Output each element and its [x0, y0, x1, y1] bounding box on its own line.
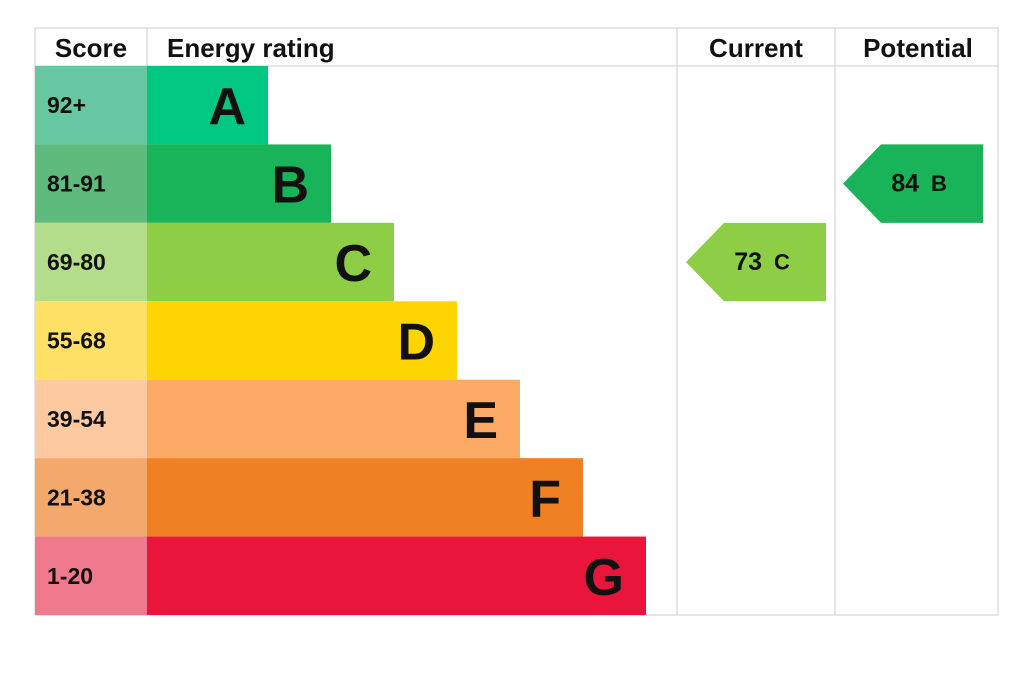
score-label: 39-54	[47, 406, 106, 432]
rating-letter: G	[584, 549, 624, 607]
rating-letter: D	[397, 314, 435, 372]
rating-bar	[147, 222, 394, 302]
current-letter: C	[774, 250, 790, 275]
score-label: 55-68	[47, 328, 106, 354]
score-label: 69-80	[47, 249, 106, 275]
rating-bar	[147, 301, 457, 380]
score-label: 92+	[47, 92, 86, 118]
rating-letter: C	[334, 235, 372, 293]
rating-letter: F	[529, 470, 561, 528]
rating-letter: A	[208, 78, 246, 136]
potential-value: 84	[891, 170, 919, 198]
score-cell	[35, 222, 147, 302]
score-label: 1-20	[47, 563, 93, 589]
rating-letter: B	[271, 157, 309, 215]
score-cell	[35, 144, 147, 223]
rating-bar	[147, 144, 331, 223]
score-cell	[35, 458, 147, 537]
rating-bar	[147, 458, 583, 537]
potential-letter: B	[931, 171, 947, 196]
score-cell	[35, 301, 147, 380]
rating-bar	[147, 536, 646, 615]
current-arrow	[686, 222, 826, 302]
current-value: 73	[734, 248, 762, 276]
rating-bar	[147, 379, 520, 459]
score-cell	[35, 379, 147, 459]
header-score: Score	[55, 33, 127, 63]
rating-letter: E	[463, 392, 498, 450]
header-potential: Potential	[863, 33, 973, 63]
potential-arrow	[843, 144, 983, 223]
header-current: Current	[709, 33, 803, 63]
header-rating: Energy rating	[167, 33, 335, 63]
rating-bar	[147, 66, 268, 145]
score-cell	[35, 66, 147, 145]
score-label: 21-38	[47, 484, 106, 510]
score-label: 81-91	[47, 171, 106, 197]
score-cell	[35, 536, 147, 615]
